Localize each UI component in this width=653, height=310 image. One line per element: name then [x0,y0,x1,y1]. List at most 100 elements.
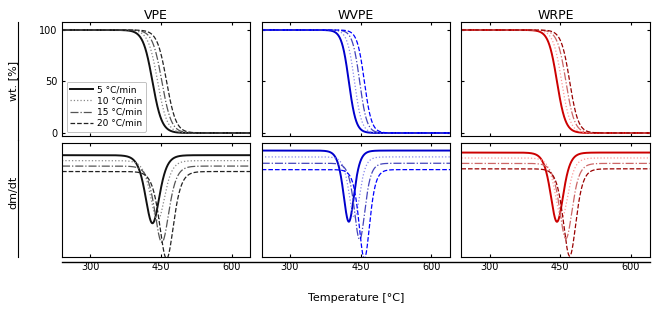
10 °C/min [441,131,449,135]
20 °C/min [58,28,66,32]
10 °C/min [441,131,449,135]
Line: 5 °C/min: 5 °C/min [62,30,250,133]
5 °C/min [267,28,275,32]
15 °C/min [406,131,414,135]
10 °C/min [349,71,357,75]
20 °C/min [258,28,266,32]
15 °C/min [145,34,153,38]
15 °C/min [206,131,214,135]
20 °C/min [241,131,249,135]
5 °C/min [606,131,614,135]
20 °C/min [246,131,254,135]
20 °C/min [441,131,449,135]
Text: Temperature [°C]: Temperature [°C] [308,293,404,303]
Line: 10 °C/min: 10 °C/min [262,30,450,133]
Line: 10 °C/min: 10 °C/min [62,30,250,133]
5 °C/min [258,28,266,32]
20 °C/min [549,30,557,34]
10 °C/min [641,131,648,135]
5 °C/min [646,131,653,135]
Line: 15 °C/min: 15 °C/min [462,30,650,133]
Title: VPE: VPE [144,9,168,22]
10 °C/min [241,131,249,135]
20 °C/min [68,28,76,32]
10 °C/min [467,28,475,32]
20 °C/min [145,30,153,34]
5 °C/min [544,39,552,43]
15 °C/min [241,131,249,135]
5 °C/min [441,131,449,135]
Line: 5 °C/min: 5 °C/min [262,30,450,133]
15 °C/min [258,28,266,32]
15 °C/min [458,28,466,32]
20 °C/min [640,131,648,135]
15 °C/min [344,32,352,36]
5 °C/min [549,57,557,61]
5 °C/min [246,131,254,135]
15 °C/min [544,30,552,33]
10 °C/min [206,131,214,135]
20 °C/min [344,29,352,33]
20 °C/min [267,28,275,32]
Line: 20 °C/min: 20 °C/min [62,30,250,133]
5 °C/min [640,131,648,135]
Line: 20 °C/min: 20 °C/min [462,30,650,133]
5 °C/min [406,131,414,135]
20 °C/min [406,131,414,135]
5 °C/min [241,131,249,135]
10 °C/min [646,131,653,135]
10 °C/min [241,131,249,135]
5 °C/min [145,60,153,64]
20 °C/min [446,131,454,135]
5 °C/min [58,28,66,32]
10 °C/min [68,28,76,32]
Line: 15 °C/min: 15 °C/min [262,30,450,133]
15 °C/min [640,131,648,135]
5 °C/min [150,86,157,90]
Text: wt. [%]: wt. [%] [8,60,18,101]
5 °C/min [467,28,475,32]
15 °C/min [446,131,454,135]
5 °C/min [68,28,76,32]
20 °C/min [150,34,157,38]
20 °C/min [441,131,449,135]
10 °C/min [458,28,466,32]
15 °C/min [641,131,648,135]
15 °C/min [441,131,449,135]
5 °C/min [241,131,249,135]
15 °C/min [150,43,157,47]
10 °C/min [246,131,254,135]
10 °C/min [267,28,275,32]
10 °C/min [406,131,414,135]
15 °C/min [246,131,254,135]
20 °C/min [241,131,249,135]
5 °C/min [446,131,454,135]
15 °C/min [549,33,557,37]
10 °C/min [258,28,266,32]
20 °C/min [458,28,466,32]
10 °C/min [446,131,454,135]
15 °C/min [267,28,275,32]
15 °C/min [349,43,357,47]
10 °C/min [544,32,552,36]
10 °C/min [150,59,157,63]
15 °C/min [241,131,249,135]
5 °C/min [458,28,466,32]
10 °C/min [606,131,614,135]
15 °C/min [646,131,653,135]
Title: WVPE: WVPE [338,9,374,22]
15 °C/min [58,28,66,32]
Title: WRPE: WRPE [537,9,574,22]
5 °C/min [206,131,214,135]
15 °C/min [68,28,76,32]
20 °C/min [544,29,552,33]
20 °C/min [349,33,357,37]
20 °C/min [606,131,614,135]
15 °C/min [606,131,614,135]
20 °C/min [646,131,653,135]
5 °C/min [641,131,648,135]
Line: 10 °C/min: 10 °C/min [462,30,650,133]
15 °C/min [441,131,449,135]
20 °C/min [641,131,648,135]
Line: 15 °C/min: 15 °C/min [62,30,250,133]
